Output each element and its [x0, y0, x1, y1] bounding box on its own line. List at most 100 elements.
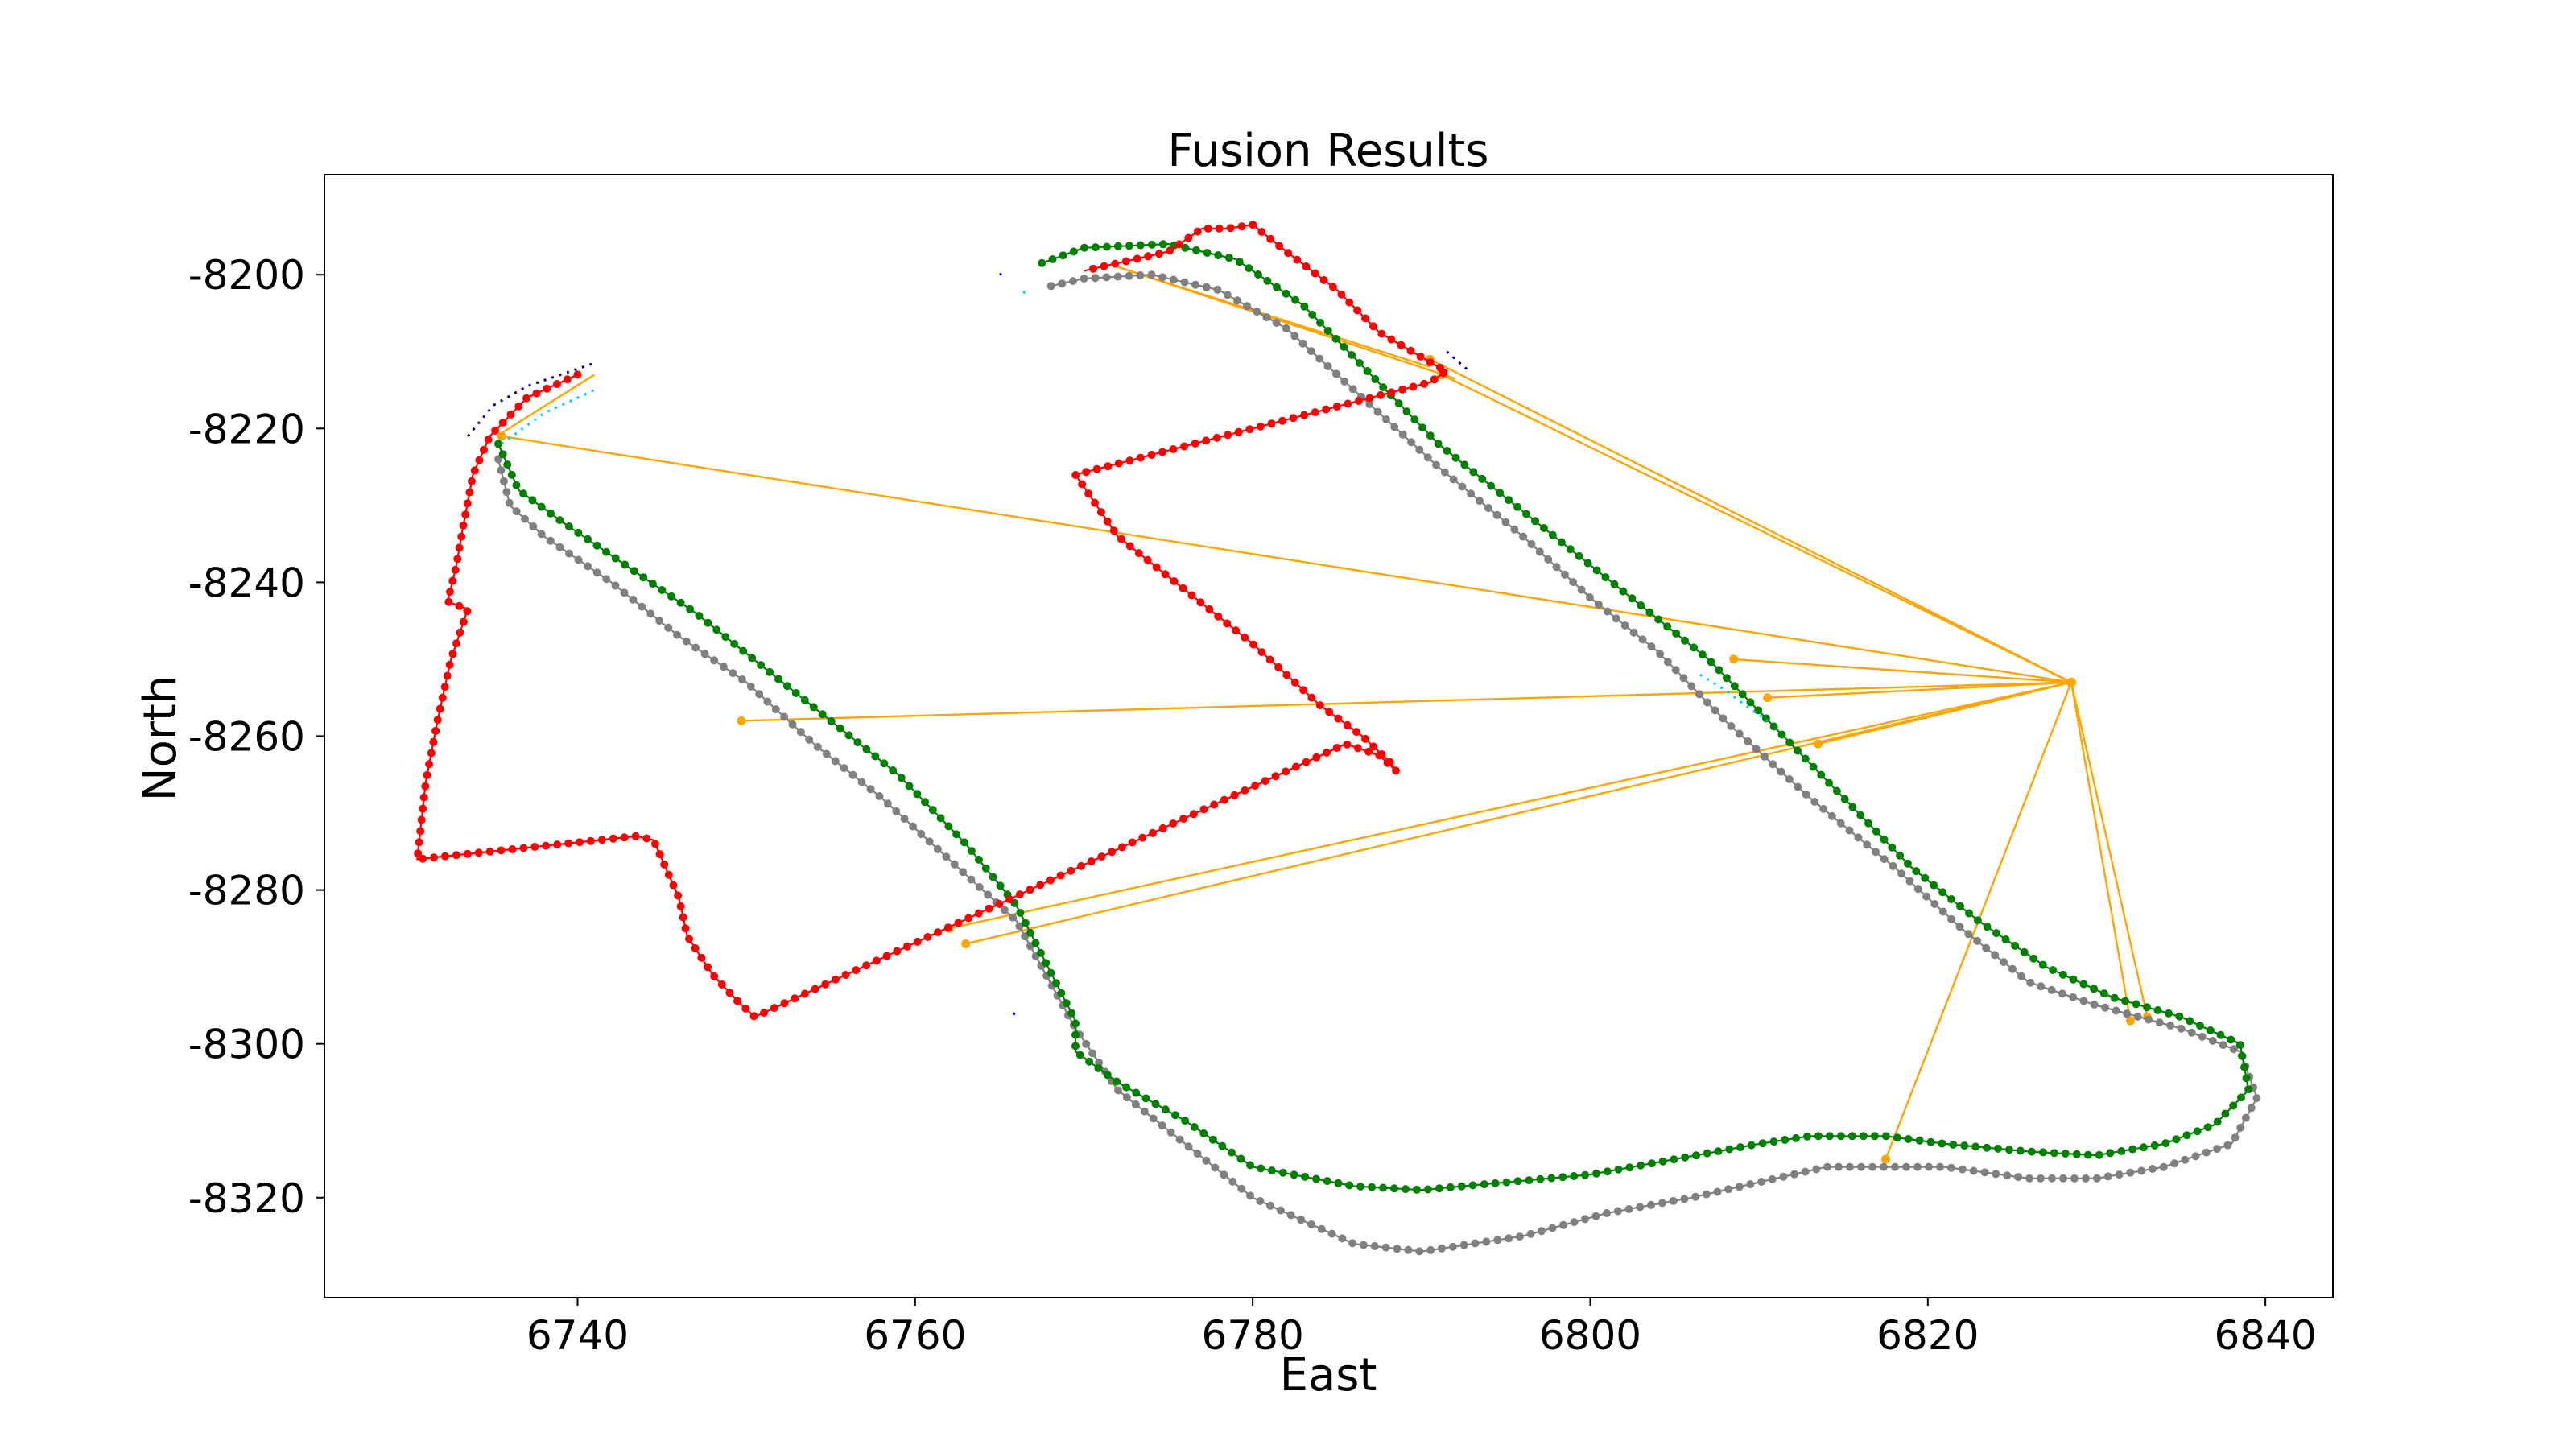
series-point: [1938, 888, 1947, 897]
series-point: [2150, 1141, 2159, 1150]
series-point: [1379, 383, 1388, 392]
series-point: [1888, 843, 1897, 852]
series-point: [1891, 1162, 1899, 1171]
series-point: [1179, 584, 1187, 592]
series-point: [611, 554, 620, 563]
series-point: [1337, 290, 1346, 299]
series-point: [1122, 1093, 1131, 1102]
series-point: [1152, 563, 1161, 572]
series-point: [1538, 1227, 1546, 1236]
series-point: [1430, 375, 1439, 384]
series-point: [959, 868, 968, 877]
series-point: [1365, 400, 1374, 409]
series-point: [530, 843, 539, 851]
series-point: [1237, 1184, 1246, 1193]
series-point: [2132, 1000, 2140, 1009]
series-point: [1492, 510, 1501, 519]
series-point: [669, 881, 678, 890]
series-point: [1057, 989, 1066, 997]
series-point: [1080, 275, 1088, 283]
series-point: [1352, 728, 1360, 737]
series-point: [546, 536, 555, 545]
series-point: [2026, 978, 2035, 987]
series-point: [1958, 1165, 1967, 1174]
x-tick-label: 6740: [526, 1312, 629, 1359]
series-point: [1257, 228, 1266, 236]
series-point: [1575, 551, 1583, 560]
series-point: [1836, 1132, 1845, 1141]
series-point: [1179, 815, 1188, 824]
series-point: [1872, 827, 1880, 836]
series-point: [1825, 778, 1834, 787]
series-point: [1713, 1187, 1722, 1196]
x-axis-label: East: [1280, 1349, 1377, 1402]
x-tick-label: 6780: [1202, 1312, 1304, 1359]
series-point: [1402, 407, 1411, 416]
series-point: [944, 822, 953, 831]
series-point: [1370, 1242, 1379, 1250]
series-point: [805, 735, 814, 744]
series-point: [913, 790, 922, 799]
series-point: [989, 873, 997, 881]
series-point: [1387, 335, 1396, 344]
series-point: [1893, 1133, 1901, 1142]
series-point: [1307, 1220, 1316, 1228]
series-6: [1446, 350, 1470, 372]
series-point: [529, 522, 538, 530]
series-point: [431, 726, 440, 735]
series-point: [1282, 671, 1291, 679]
series-point: [974, 855, 983, 864]
plot-area: [414, 221, 2261, 1256]
series-point: [1331, 369, 1340, 378]
series-point: [925, 837, 934, 846]
series-point: [1992, 1170, 2000, 1179]
series-point: [2011, 941, 2020, 950]
series-point: [1202, 436, 1211, 445]
series-point: [1368, 1183, 1377, 1191]
series-point: [2247, 1104, 2256, 1113]
series-point: [1379, 1183, 1388, 1192]
association-line: [965, 681, 2072, 945]
series-point: [499, 477, 508, 485]
series-point: [1848, 803, 1857, 811]
series-point: [968, 847, 976, 856]
series-point: [1147, 451, 1156, 459]
series-point: [1434, 440, 1443, 448]
series-point: [1340, 342, 1348, 351]
series-point: [2175, 1012, 2184, 1021]
series-point: [1857, 1162, 1865, 1171]
series-point: [2206, 1026, 2215, 1034]
series-point: [419, 793, 428, 802]
series-point: [1113, 272, 1122, 281]
series-point: [639, 573, 648, 582]
series-5: [1012, 1012, 1018, 1017]
series-point: [1695, 690, 1703, 699]
association-endpoint: [2125, 1016, 2135, 1026]
y-axis-label: North: [134, 675, 187, 802]
series-point: [1880, 1162, 1888, 1171]
series-point: [1478, 474, 1487, 483]
series-point: [1109, 526, 1118, 535]
series-point: [2193, 1127, 2202, 1136]
series-point: [1082, 1039, 1091, 1048]
series-point: [2017, 972, 2025, 980]
series-point: [760, 1009, 769, 1017]
series-point: [737, 675, 746, 683]
series-point: [1111, 259, 1120, 268]
series-point: [2083, 1150, 2092, 1159]
series-point: [1356, 1182, 1365, 1191]
association-line: [1767, 681, 2072, 699]
series-point: [1671, 666, 1680, 675]
series-point: [1803, 1132, 1811, 1141]
series-point: [1382, 415, 1390, 423]
series-point: [2139, 1143, 2148, 1152]
series-point: [1531, 517, 1539, 526]
series-point: [1949, 1140, 1958, 1149]
series-point: [425, 760, 434, 769]
series-point: [1896, 851, 1905, 860]
series-point: [866, 785, 875, 794]
series-line: [1022, 291, 1030, 297]
series-point: [1273, 283, 1281, 291]
series-point: [704, 963, 712, 972]
series-point: [676, 902, 685, 910]
